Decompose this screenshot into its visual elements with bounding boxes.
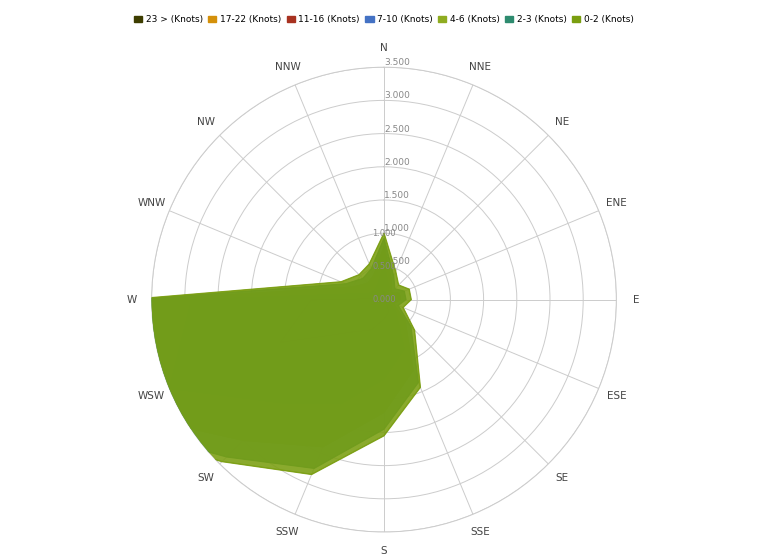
Polygon shape: [372, 300, 384, 305]
Text: 0.500: 0.500: [372, 262, 396, 271]
Polygon shape: [280, 290, 389, 343]
Polygon shape: [93, 239, 419, 468]
Text: 1.000: 1.000: [372, 228, 396, 237]
Legend: 23 > (Knots), 17-22 (Knots), 11-16 (Knots), 7-10 (Knots), 4-6 (Knots), 2-3 (Knot: 23 > (Knots), 17-22 (Knots), 11-16 (Knot…: [131, 11, 637, 27]
Polygon shape: [114, 246, 413, 447]
Text: 0.000: 0.000: [372, 295, 396, 304]
Polygon shape: [169, 263, 404, 404]
Polygon shape: [87, 233, 420, 474]
